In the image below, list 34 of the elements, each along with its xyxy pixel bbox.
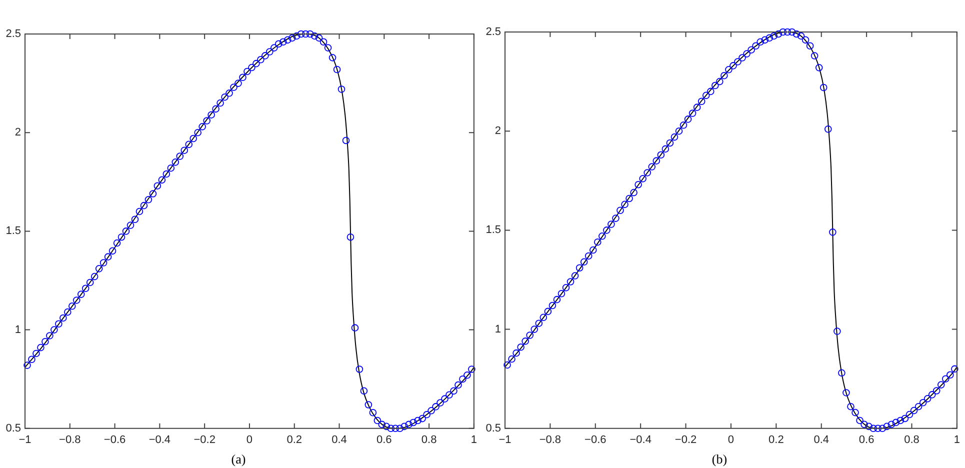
x-tick-label: −0.4 (148, 434, 171, 446)
x-tick-label: −0.6 (104, 434, 126, 446)
y-tick-label: 0.5 (486, 422, 501, 434)
x-tick-label: −0.6 (584, 434, 606, 446)
x-tick-label: −1 (498, 434, 512, 446)
x-tick-label: −1 (18, 434, 32, 446)
y-tick-label: 1 (494, 323, 501, 336)
x-tick-label: −0.4 (630, 434, 652, 446)
y-tick-label: 2.5 (486, 26, 501, 38)
x-tick-label: 0 (728, 434, 734, 446)
text: (a) (231, 452, 246, 467)
x-tick-label: −0.8 (539, 434, 562, 446)
x-tick-label: 1 (954, 434, 960, 446)
x-tick-label: −0.8 (59, 434, 81, 446)
y-tick-label: 0.5 (6, 422, 21, 434)
x-tick-label: −0.2 (674, 434, 697, 446)
x-tick-label: 0.6 (858, 434, 874, 446)
y-tick-label: 2.5 (6, 28, 21, 40)
y-tick-label: 1.5 (486, 224, 501, 236)
y-tick-label: 1.5 (6, 225, 21, 238)
x-tick-label: 1 (470, 434, 478, 446)
x-tick-label: 0 (246, 434, 253, 446)
x-tick-label: 0.2 (286, 434, 302, 446)
x-tick-label: 0.4 (814, 434, 830, 446)
x-tick-label: 0.4 (332, 434, 347, 446)
x-tick-label: 0.6 (376, 434, 392, 446)
x-tick-label: 0.8 (421, 434, 437, 446)
x-tick-label: 0.2 (768, 434, 784, 446)
text: (b) (712, 452, 728, 467)
x-tick-label: −0.2 (194, 434, 216, 446)
y-tick-label: 2 (14, 126, 21, 139)
y-tick-label: 2 (494, 125, 501, 138)
y-tick-label: 1 (14, 324, 21, 336)
x-tick-label: 0.8 (904, 434, 920, 446)
